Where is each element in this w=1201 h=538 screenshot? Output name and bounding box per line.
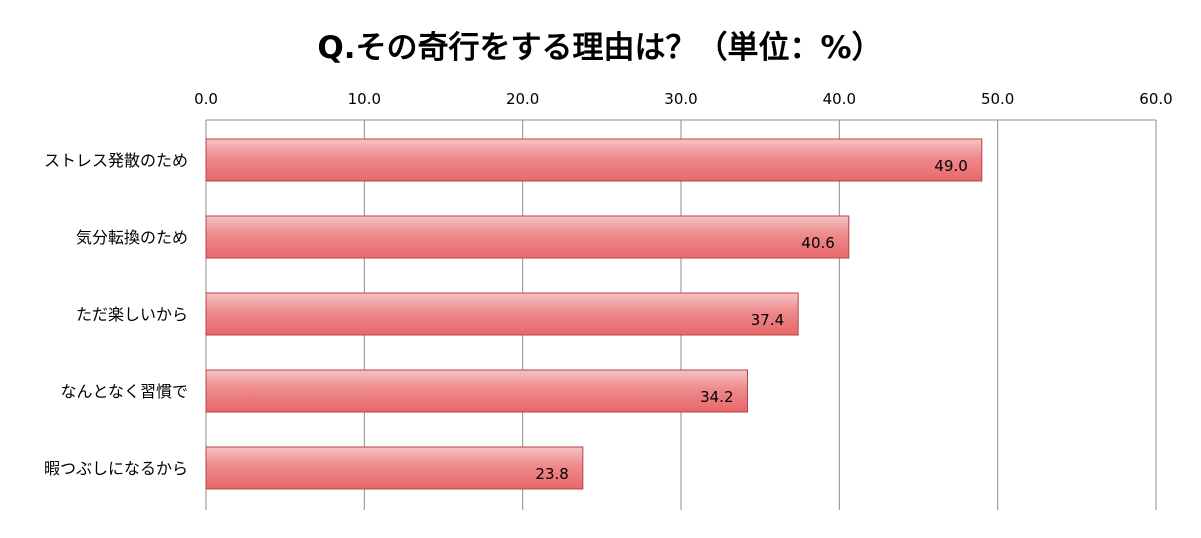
bars	[205, 138, 983, 490]
chart-title: Q.その奇行をする理由は？（単位：%）	[317, 30, 882, 66]
value-label: 37.4	[751, 311, 784, 329]
value-labels: 49.0 40.6 37.4 34.2 23.8	[535, 157, 967, 483]
value-label: 34.2	[700, 388, 733, 406]
category-label: 気分転換のため	[76, 228, 188, 247]
x-tick-label: 10.0	[348, 90, 381, 108]
value-label: 40.6	[801, 234, 834, 252]
category-label: なんとなく習慣で	[60, 382, 188, 401]
bar	[205, 215, 850, 259]
x-tick-label: 20.0	[506, 90, 539, 108]
x-tick-label: 50.0	[981, 90, 1014, 108]
x-tick-label: 60.0	[1139, 90, 1172, 108]
bar	[205, 369, 748, 413]
category-label: ただ楽しいから	[76, 305, 188, 324]
x-tick-label: 0.0	[194, 90, 218, 108]
category-label: ストレス発散のため	[44, 151, 188, 170]
x-tick-label: 40.0	[823, 90, 856, 108]
gridlines	[205, 119, 1157, 510]
x-tick-label: 30.0	[664, 90, 697, 108]
category-label: 暇つぶしになるから	[44, 459, 188, 478]
bar	[205, 446, 584, 490]
value-label: 49.0	[934, 157, 967, 175]
x-axis-ticks: 0.0 10.0 20.0 30.0 40.0 50.0 60.0	[194, 90, 1173, 108]
value-label: 23.8	[535, 465, 568, 483]
bar	[205, 138, 983, 182]
bar	[205, 292, 799, 336]
